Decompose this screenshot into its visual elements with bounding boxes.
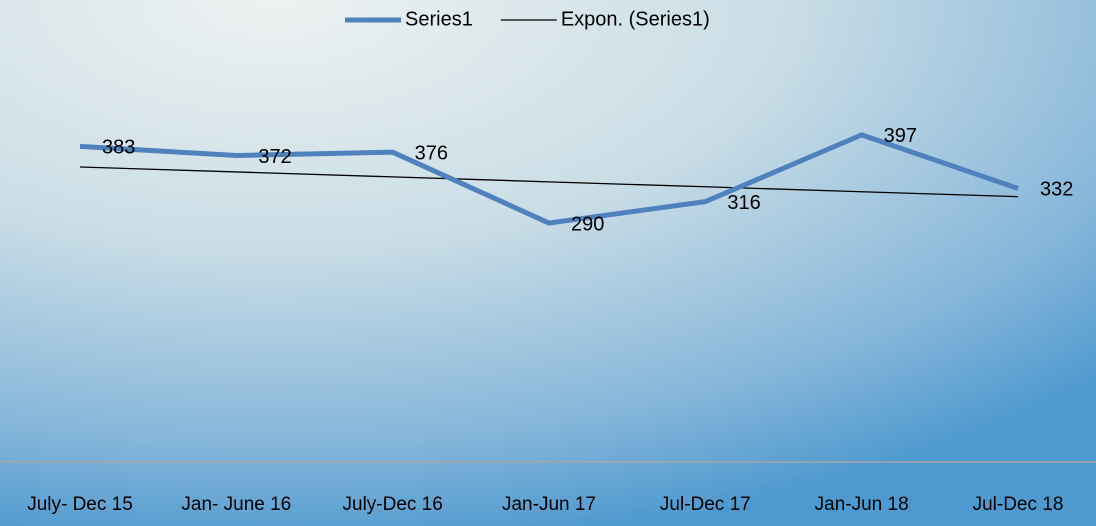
legend-label: Series1: [405, 8, 473, 30]
data-label: 376: [415, 142, 448, 164]
x-tick-label: July- Dec 15: [27, 494, 133, 515]
x-tick-label: Jan- June 16: [181, 494, 291, 515]
x-tick-label: Jan-Jun 17: [502, 494, 596, 515]
x-tick-label: Jul-Dec 17: [660, 494, 751, 515]
x-tick-label: Jul-Dec 18: [973, 494, 1064, 515]
data-label: 332: [1040, 179, 1073, 201]
data-label: 290: [571, 213, 604, 235]
x-tick-label: Jan-Jun 18: [815, 494, 909, 515]
data-label: 316: [727, 192, 760, 214]
data-label: 383: [102, 137, 135, 159]
data-label: 397: [884, 125, 917, 147]
series-line: [79, 166, 1019, 198]
x-tick-label: July-Dec 16: [343, 494, 443, 515]
legend-label: Expon. (Series1): [561, 8, 710, 30]
series-line: [79, 132, 1019, 226]
data-label: 372: [258, 146, 291, 168]
